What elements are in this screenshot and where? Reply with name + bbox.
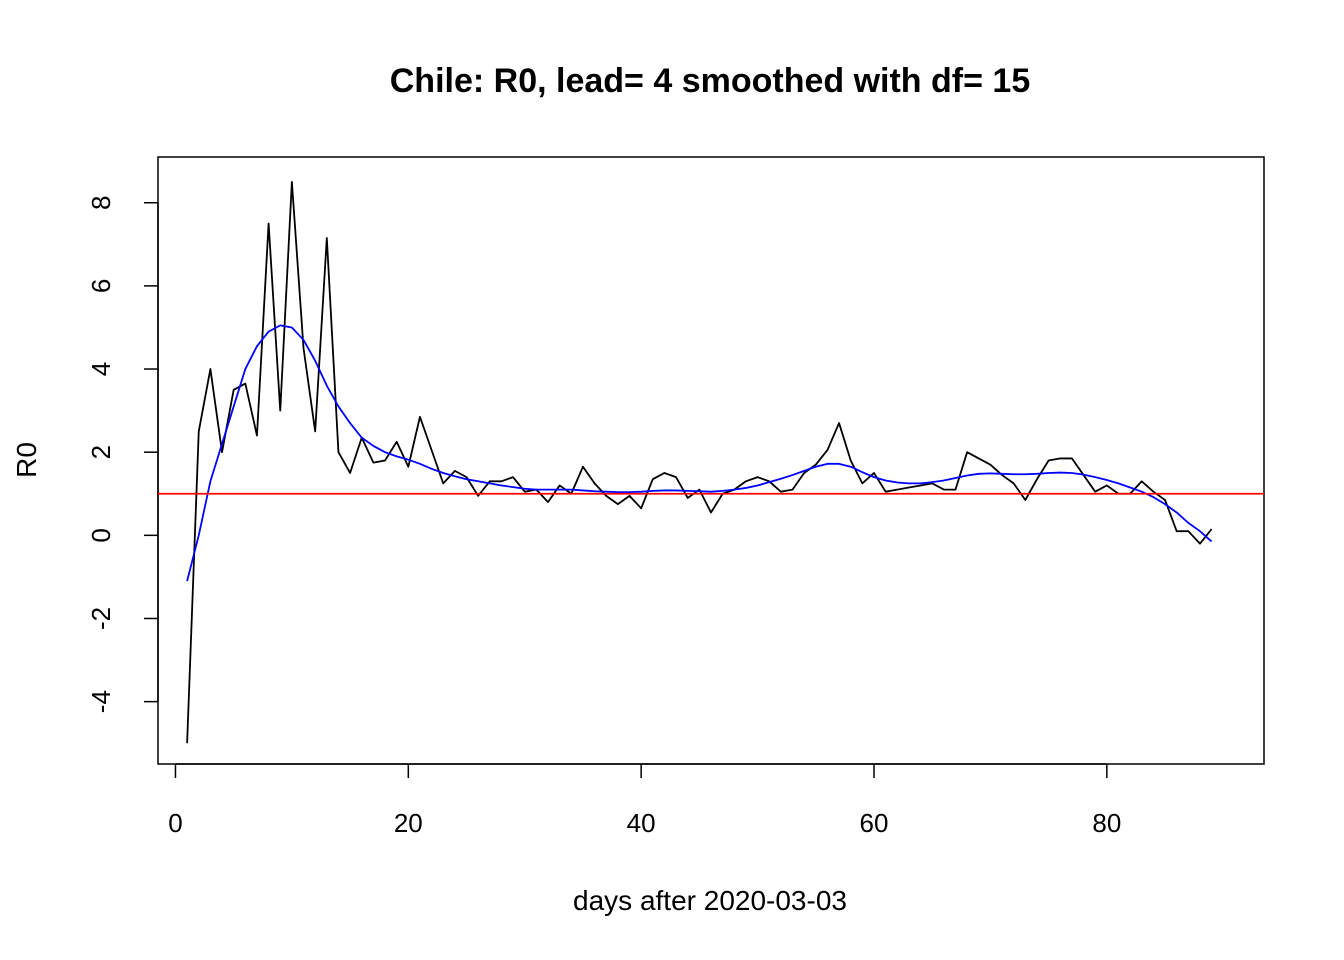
x-tick-label: 0 (168, 808, 182, 838)
x-tick-label: 20 (394, 808, 423, 838)
x-tick-label: 60 (860, 808, 889, 838)
chart-title: Chile: R0, lead= 4 smoothed with df= 15 (390, 62, 1030, 100)
y-tick-label: 6 (86, 279, 116, 293)
series-line-raw (186, 181, 1213, 744)
y-tick-label: -2 (86, 607, 116, 630)
y-tick-label: 4 (86, 362, 116, 376)
y-tick-label: -4 (86, 690, 116, 713)
plot-frame (157, 156, 1265, 765)
x-tick-label: 40 (627, 808, 656, 838)
y-tick-label: 8 (86, 195, 116, 209)
x-axis: 0 20 40 60 80 (168, 763, 1121, 838)
plot-area (158, 181, 1264, 744)
y-axis-label: R0 (11, 442, 42, 478)
y-axis: -4 -2 0 2 4 6 8 (86, 195, 159, 713)
x-tick-label: 80 (1092, 808, 1121, 838)
x-axis-label: days after 2020-03-03 (573, 885, 847, 916)
y-tick-label: 0 (86, 528, 116, 542)
series-line-smoothed (186, 324, 1213, 582)
y-tick-label: 2 (86, 445, 116, 459)
